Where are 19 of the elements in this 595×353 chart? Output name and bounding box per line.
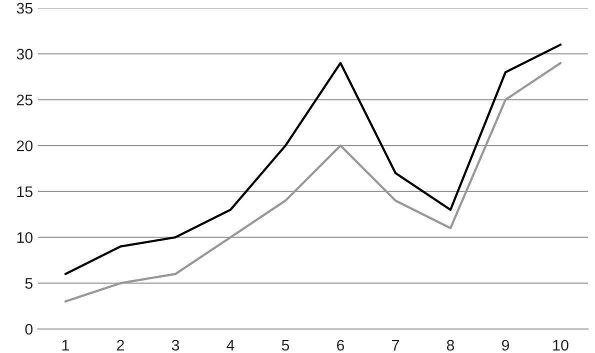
x-tick-label: 9 [502, 340, 510, 351]
y-tick-label: 30 [16, 48, 33, 60]
x-tick-label: 3 [172, 340, 180, 351]
x-tick-label: 10 [553, 340, 568, 351]
y-tick-label: 35 [16, 2, 32, 14]
x-tick-label: 2 [117, 340, 124, 350]
y-tick-label: 5 [25, 278, 32, 289]
x-tick-label: 8 [446, 340, 454, 351]
x-tick-label: 6 [337, 340, 344, 351]
y-tick-label: 0 [25, 324, 33, 335]
x-tick-label: 4 [226, 340, 234, 350]
x-tick-label: 1 [62, 340, 70, 350]
y-tick-label: 20 [16, 140, 33, 152]
y-tick-label: 10 [17, 232, 33, 243]
x-tick-label: 5 [282, 340, 290, 351]
y-tick-label: 15 [17, 186, 32, 198]
x-tick-label: 7 [392, 340, 399, 350]
y-tick-label: 25 [16, 94, 32, 106]
line-series [64, 44, 562, 276]
